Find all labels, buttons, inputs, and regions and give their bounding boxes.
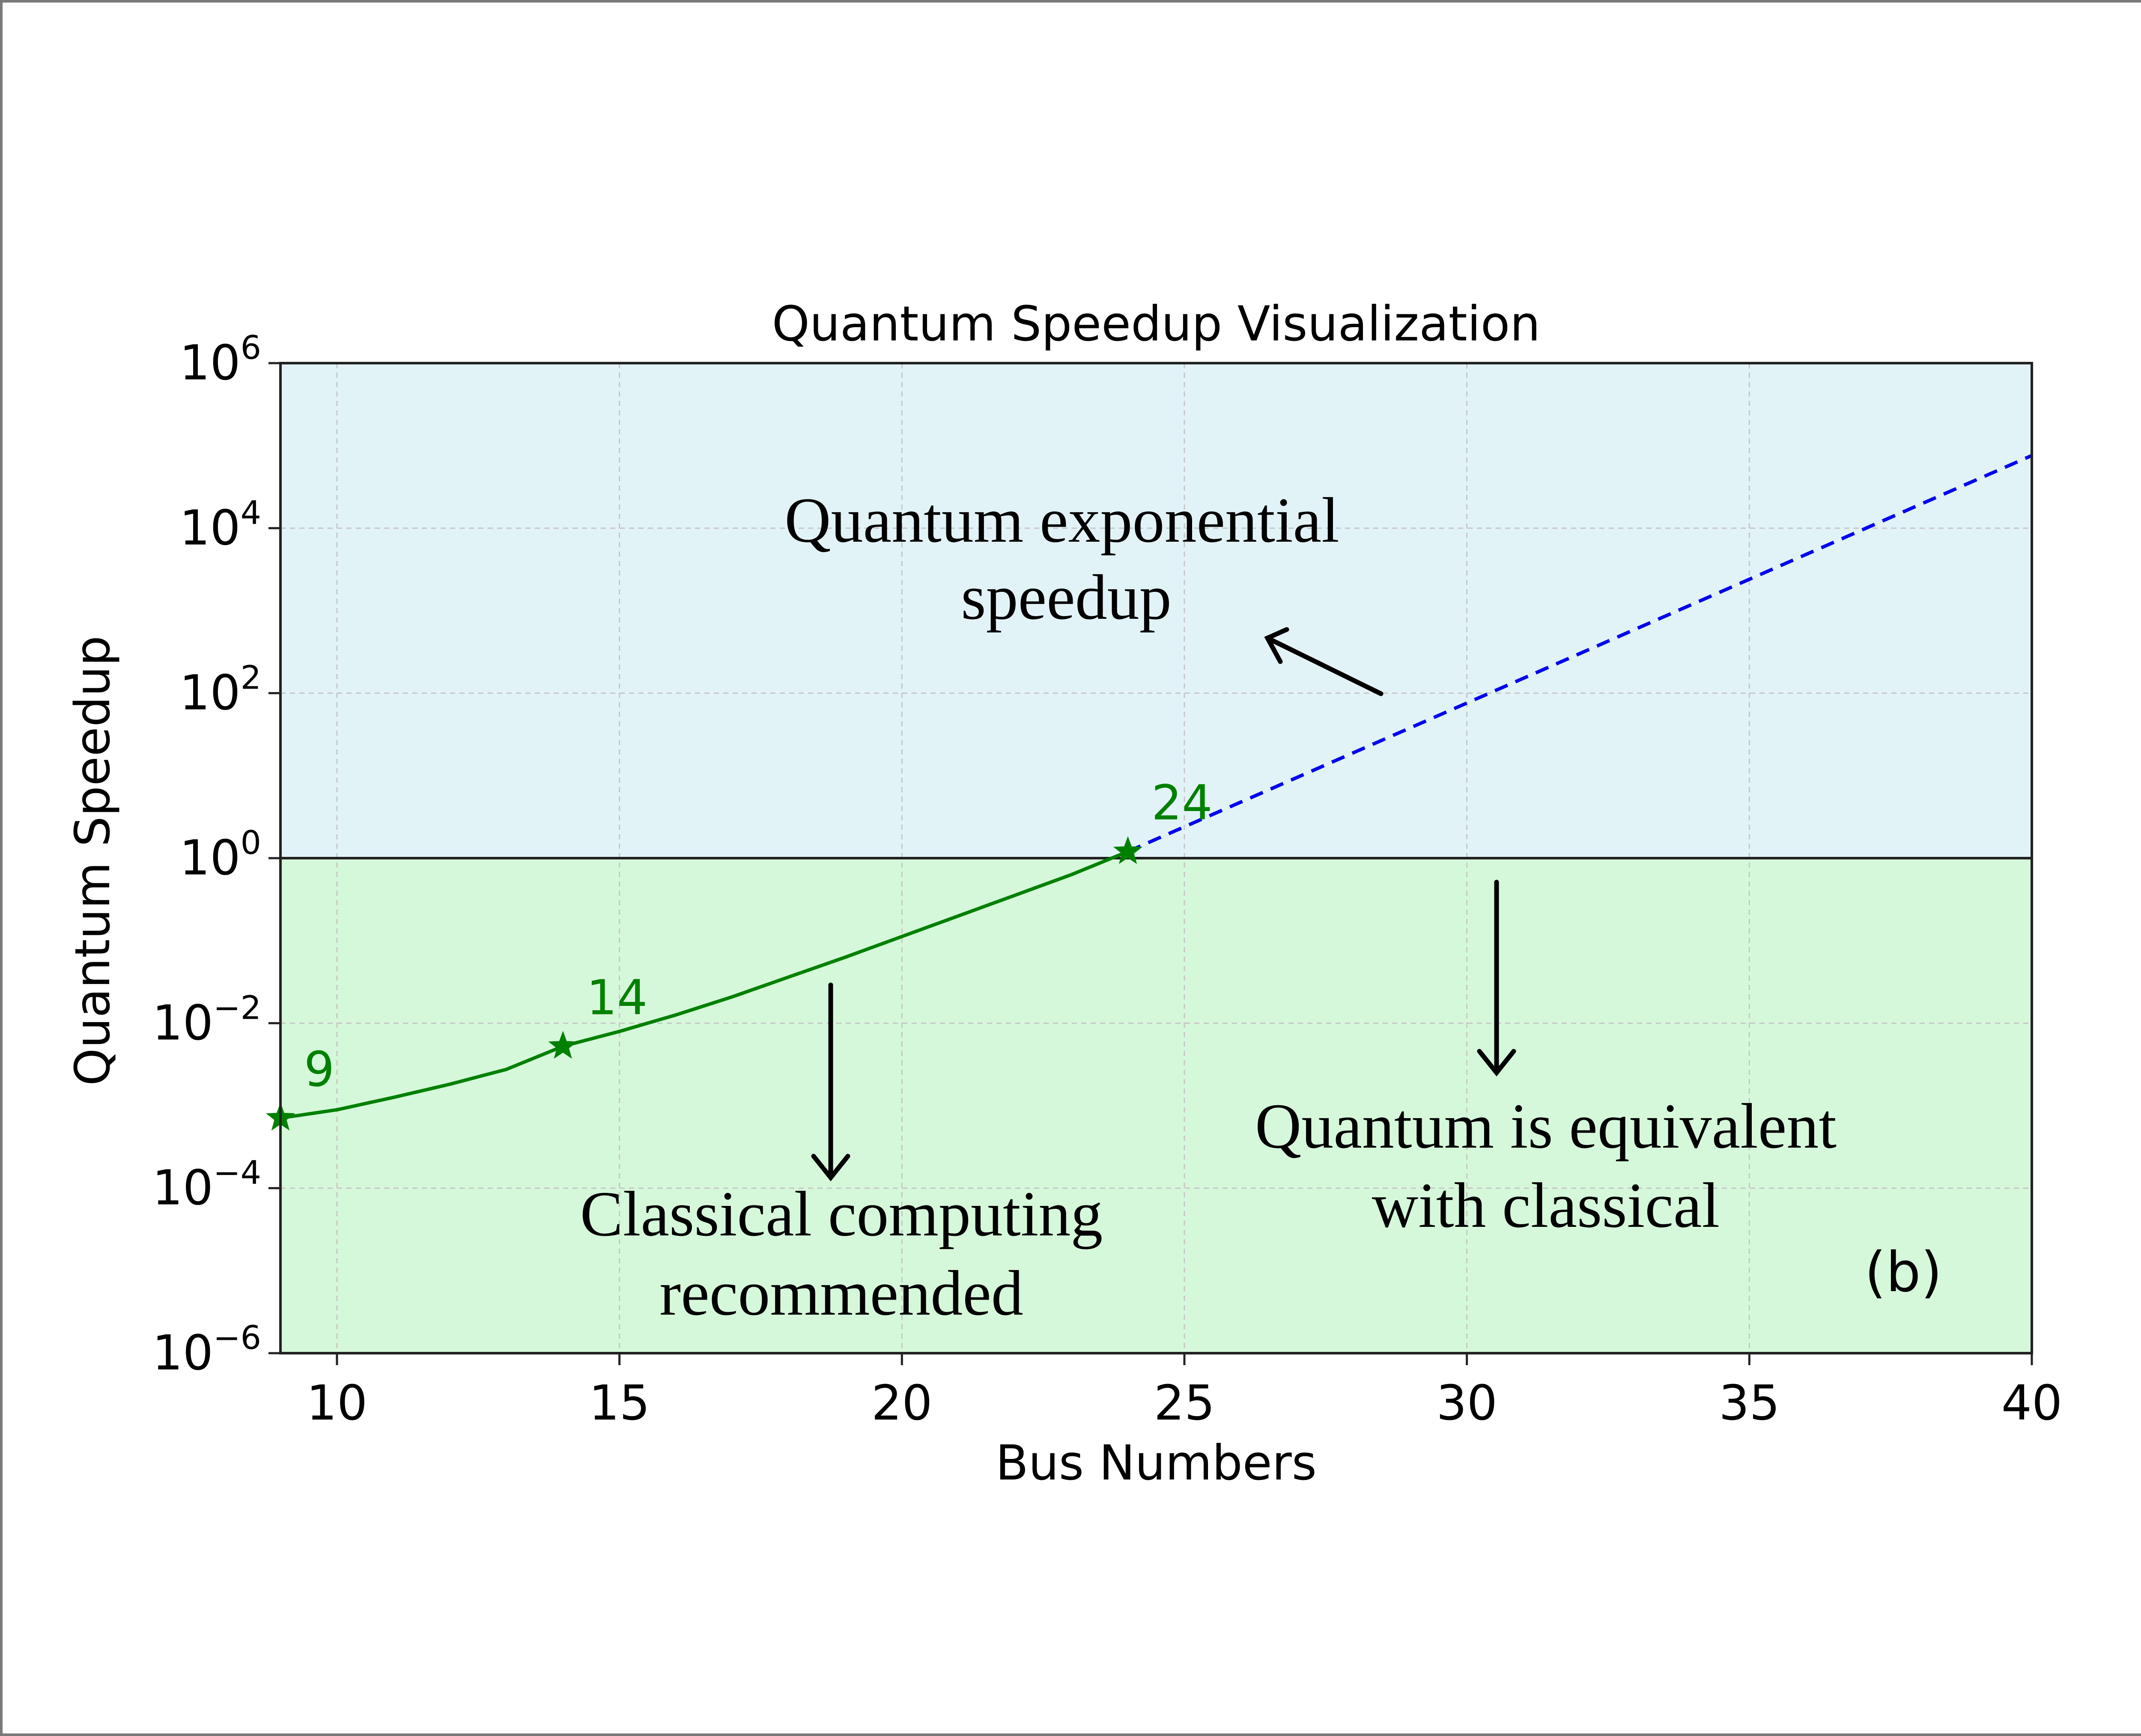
annotation-exponential-speedup: Quantum exponential speedup	[784, 485, 1339, 633]
x-tick-label: 40	[2001, 1375, 2063, 1431]
y-tick-label: 10−6	[152, 1318, 261, 1381]
y-axis-ticks: 106 104 102 100 10−2 10−4 10−6	[152, 328, 280, 1381]
y-axis-label: Quantum Speedup	[65, 635, 121, 1086]
x-tick-label: 20	[871, 1375, 933, 1431]
chart-title: Quantum Speedup Visualization	[772, 296, 1541, 352]
x-axis-label: Bus Numbers	[996, 1435, 1317, 1491]
panel-label: (b)	[1864, 1241, 1942, 1304]
x-tick-label: 35	[1719, 1375, 1780, 1431]
data-label: 14	[587, 970, 648, 1026]
y-tick-label: 102	[179, 659, 261, 721]
annotation-classical-recommended: Classical computing recommended	[580, 1178, 1103, 1329]
annotation-line: Classical computing	[580, 1178, 1103, 1250]
x-axis-ticks: 10 15 20 25 30 35 40	[307, 1353, 2063, 1431]
x-tick-label: 15	[589, 1375, 650, 1431]
series-line-dashed	[1127, 454, 2033, 853]
data-label: 9	[304, 1042, 334, 1098]
annotation-line: recommended	[659, 1258, 1023, 1329]
y-tick-label: 104	[179, 493, 261, 556]
y-tick-label: 10−2	[152, 988, 261, 1051]
arrow-down-icon	[1477, 880, 1516, 1077]
y-tick-label: 100	[179, 823, 261, 886]
annotation-line: Quantum is equivalent	[1255, 1091, 1837, 1162]
arrow-down-icon	[811, 982, 850, 1181]
data-point-star	[1113, 836, 1143, 864]
region-0	[280, 363, 2032, 858]
data-point-star	[548, 1031, 578, 1059]
annotation-quantum-equivalent: Quantum is equivalent with classical	[1255, 1091, 1837, 1241]
shaded-regions	[280, 363, 2032, 1353]
annotation-line: speedup	[961, 562, 1172, 633]
y-tick-label: 106	[179, 328, 261, 391]
arrow-up-left-icon	[1264, 627, 1384, 696]
data-label: 24	[1151, 776, 1213, 831]
x-tick-label: 10	[307, 1375, 368, 1431]
annotation-line: with classical	[1372, 1170, 1720, 1241]
x-tick-label: 25	[1154, 1375, 1215, 1431]
series-line-solid	[280, 850, 1129, 1120]
annotation-line: Quantum exponential	[784, 485, 1339, 556]
x-tick-label: 30	[1436, 1375, 1497, 1431]
region-1	[280, 858, 2032, 1353]
data-series	[280, 454, 2033, 1120]
y-tick-label: 10−4	[152, 1154, 261, 1216]
annotation-arrows	[811, 627, 1516, 1181]
